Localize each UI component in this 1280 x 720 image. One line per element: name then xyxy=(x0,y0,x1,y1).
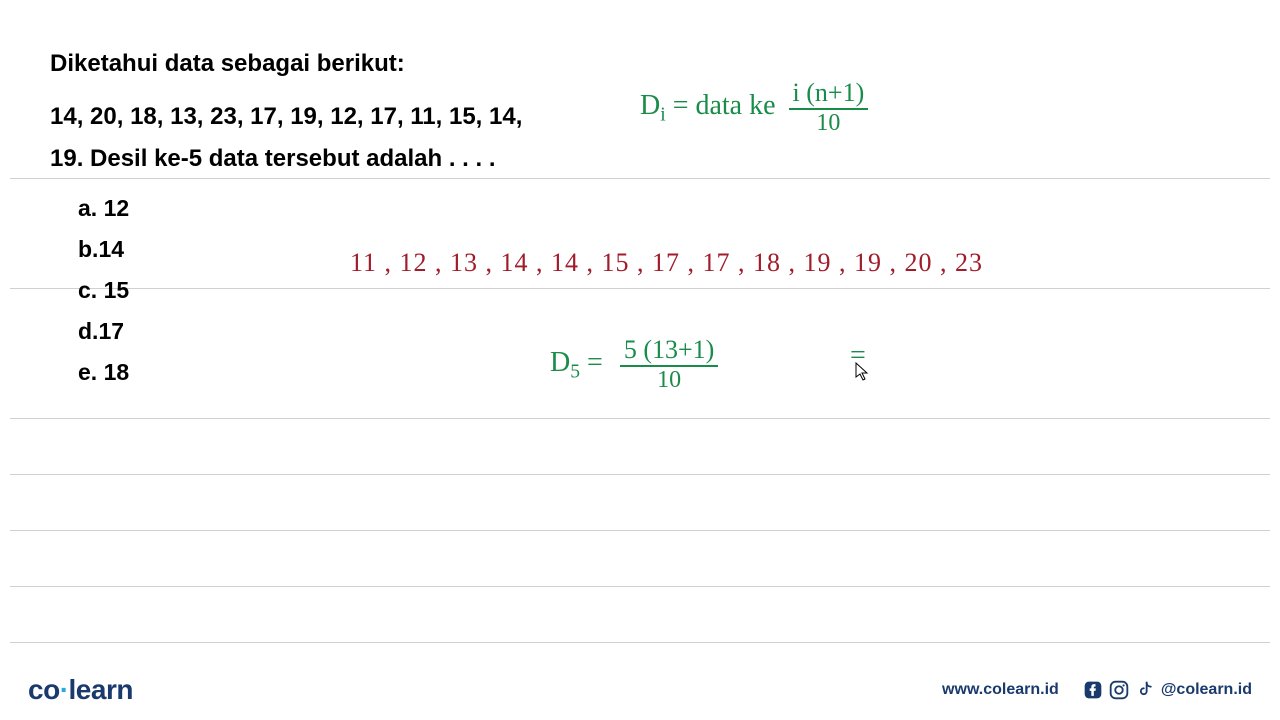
rule-line xyxy=(10,474,1270,475)
footer-bar: co·learn www.colearn.id @colearn.id xyxy=(0,660,1280,720)
formula-numerator: i (n+1) xyxy=(789,78,869,110)
question-data-line1: 14, 20, 18, 13, 23, 17, 19, 12, 17, 11, … xyxy=(50,96,610,138)
logo-co: co xyxy=(28,674,60,705)
d5-calculation: D5 = 5 (13+1) 10 xyxy=(550,335,718,394)
logo-learn: learn xyxy=(69,674,133,705)
facebook-icon xyxy=(1083,680,1103,700)
rule-line xyxy=(10,530,1270,531)
d5-denominator: 10 xyxy=(620,367,718,394)
formula-di-d: D xyxy=(640,90,660,121)
rule-line xyxy=(10,586,1270,587)
question-block: Diketahui data sebagai berikut: 14, 20, … xyxy=(50,50,610,393)
rule-line xyxy=(10,418,1270,419)
answer-options: a. 12 b.14 c. 15 d.17 e. 18 xyxy=(78,188,610,393)
footer-right: www.colearn.id @colearn.id xyxy=(942,680,1252,700)
instagram-icon xyxy=(1109,680,1129,700)
option-e: e. 18 xyxy=(78,352,610,393)
social-icons: @colearn.id xyxy=(1083,680,1252,700)
option-a: a. 12 xyxy=(78,188,610,229)
d5-label-sub: 5 xyxy=(570,362,580,383)
d5-fraction: 5 (13+1) 10 xyxy=(620,335,718,394)
logo-dot: · xyxy=(60,674,69,705)
formula-di-mid: = data ke xyxy=(666,90,783,121)
question-title: Diketahui data sebagai berikut: xyxy=(50,50,610,78)
formula-fraction: i (n+1) 10 xyxy=(789,78,869,137)
footer-handle: @colearn.id xyxy=(1161,681,1252,699)
colearn-logo: co·learn xyxy=(28,674,133,706)
d5-equals: = xyxy=(580,347,610,378)
d5-numerator: 5 (13+1) xyxy=(620,335,718,367)
mouse-cursor-icon xyxy=(855,362,871,382)
decile-formula: Di = data ke i (n+1) 10 xyxy=(640,78,868,137)
option-d: d.17 xyxy=(78,311,610,352)
tiktok-icon xyxy=(1135,680,1155,700)
d5-label-d: D xyxy=(550,347,570,378)
rule-line xyxy=(10,642,1270,643)
question-data-line2: 19. Desil ke-5 data tersebut adalah . . … xyxy=(50,138,610,180)
footer-url: www.colearn.id xyxy=(942,681,1059,699)
sorted-data-list: 11 , 12 , 13 , 14 , 14 , 15 , 17 , 17 , … xyxy=(350,248,983,278)
formula-denominator: 10 xyxy=(789,110,869,137)
